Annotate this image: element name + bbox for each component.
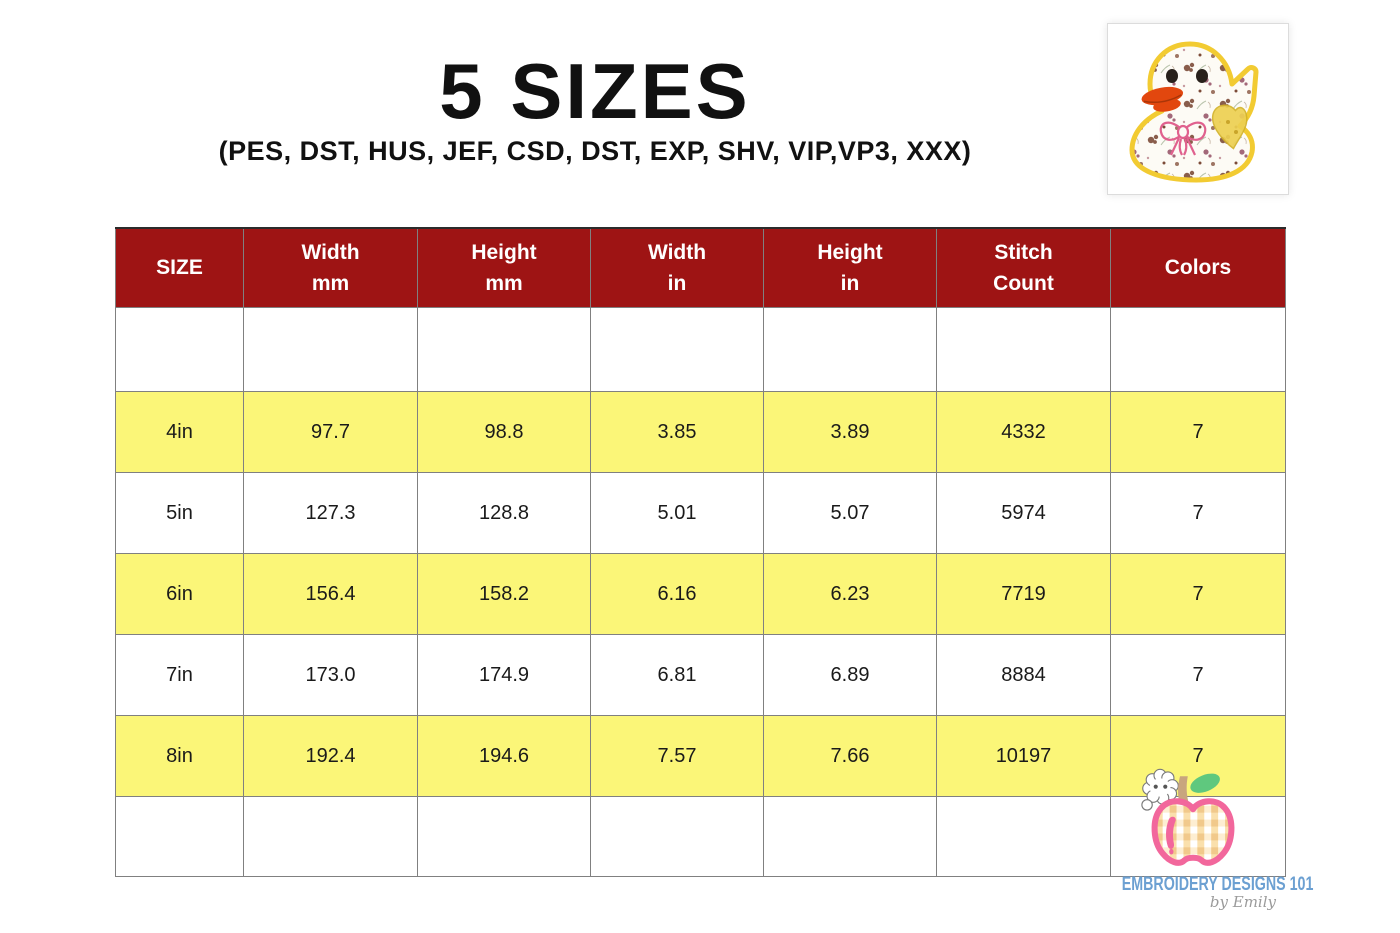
table-row-4in: 4in 97.7 98.8 3.85 3.89 4332 7	[115, 391, 1286, 473]
header-cell-2: Height mm	[417, 227, 591, 308]
header-cell-5: Stitch Count	[936, 227, 1111, 308]
table-cell: 7	[1110, 634, 1286, 716]
size-table: SIZE Width mm Height mm Width in Height in St…	[115, 227, 1286, 877]
table-cell: 174.9	[417, 634, 591, 716]
table-cell	[243, 796, 418, 877]
table-cell: 7719	[936, 553, 1111, 635]
duck-wing	[1211, 104, 1248, 150]
table-header-row: SIZE Width mm Height mm Width in Height in St…	[115, 227, 1286, 308]
table-cell: 4332	[936, 391, 1111, 473]
table-cell: 6.16	[590, 553, 764, 635]
table-cell: 7.57	[590, 715, 764, 797]
brand-name: EMBROIDERY DESIGNS 101	[1121, 874, 1314, 895]
table-cell	[763, 307, 937, 392]
table-cell: 6in	[115, 553, 244, 635]
duck-bow	[1159, 121, 1207, 156]
product-image-frame	[1107, 23, 1289, 195]
table-cell: 173.0	[243, 634, 418, 716]
table-cell	[763, 796, 937, 877]
table-cell: 8884	[936, 634, 1111, 716]
table-cell: 6.89	[763, 634, 937, 716]
table-cell: 3.89	[763, 391, 937, 473]
table-cell: 158.2	[417, 553, 591, 635]
brand-byline: by Emily	[1209, 893, 1276, 911]
file-formats-subtitle: (PES, DST, HUS, JEF, CSD, DST, EXP, SHV,…	[218, 136, 972, 166]
table-cell: 4in	[115, 391, 244, 473]
header-cell-6: Colors	[1110, 227, 1286, 308]
sheep-icon	[1141, 768, 1179, 811]
table-cell	[590, 796, 764, 877]
table-cell: 7	[1110, 553, 1286, 635]
table-row-spacer-bottom	[115, 796, 1286, 877]
apple-icon	[1151, 798, 1235, 866]
table-cell: 192.4	[243, 715, 418, 797]
table-cell: 5974	[936, 472, 1111, 554]
header-cell-3: Width in	[590, 227, 764, 308]
title-block: 5 SIZES (PES, DST, HUS, JEF, CSD, DST, E…	[115, 52, 1075, 167]
table-row-7in: 7in 173.0 174.9 6.81 6.89 8884 7	[115, 634, 1286, 716]
table-cell	[1110, 307, 1286, 392]
table-cell: 98.8	[417, 391, 591, 473]
table-cell	[115, 307, 244, 392]
sheep-apple-logo-icon	[1141, 768, 1235, 866]
table-cell	[417, 796, 591, 877]
table-cell: 7.66	[763, 715, 937, 797]
table-cell: 128.8	[417, 472, 591, 554]
table-cell: 194.6	[417, 715, 591, 797]
table-cell	[936, 307, 1111, 392]
table-cell: 5in	[115, 472, 244, 554]
duck-beak	[1141, 86, 1184, 112]
duck-eye-right	[1196, 69, 1208, 83]
header-cell-0: SIZE	[115, 227, 244, 308]
duck-eye-left	[1166, 69, 1178, 83]
table-cell	[243, 307, 418, 392]
table-cell: 6.81	[590, 634, 764, 716]
apple-leaf	[1190, 773, 1220, 793]
table-cell: 7	[1110, 472, 1286, 554]
table-cell: 127.3	[243, 472, 418, 554]
table-cell	[417, 307, 591, 392]
table-cell: 6.23	[763, 553, 937, 635]
table-cell: 3.85	[590, 391, 764, 473]
table-row-spacer-top	[115, 307, 1286, 392]
table-cell: 5.01	[590, 472, 764, 554]
table-cell: 5.07	[763, 472, 937, 554]
table-cell: 7	[1110, 391, 1286, 473]
table-cell	[590, 307, 764, 392]
table-row-5in: 5in 127.3 128.8 5.01 5.07 5974 7	[115, 472, 1286, 554]
header-cell-4: Height in	[763, 227, 937, 308]
table-cell: 7in	[115, 634, 244, 716]
table-cell	[115, 796, 244, 877]
page-title: 5 SIZES	[439, 47, 751, 135]
table-cell: 10197	[936, 715, 1111, 797]
duck-applique-image	[1129, 41, 1259, 183]
table-row-6in: 6in 156.4 158.2 6.16 6.23 7719 7	[115, 553, 1286, 635]
table-cell: 97.7	[243, 391, 418, 473]
table-cell: 8in	[115, 715, 244, 797]
header-cell-1: Width mm	[243, 227, 418, 308]
apple-stem	[1178, 776, 1190, 806]
table-row-8in: 8in 192.4 194.6 7.57 7.66 10197 7	[115, 715, 1286, 797]
table-cell	[936, 796, 1111, 877]
table-cell: 156.4	[243, 553, 418, 635]
